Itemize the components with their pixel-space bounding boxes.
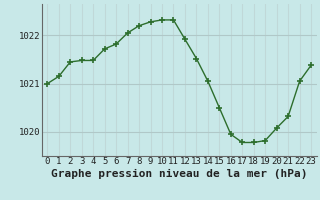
X-axis label: Graphe pression niveau de la mer (hPa): Graphe pression niveau de la mer (hPa): [51, 169, 308, 179]
